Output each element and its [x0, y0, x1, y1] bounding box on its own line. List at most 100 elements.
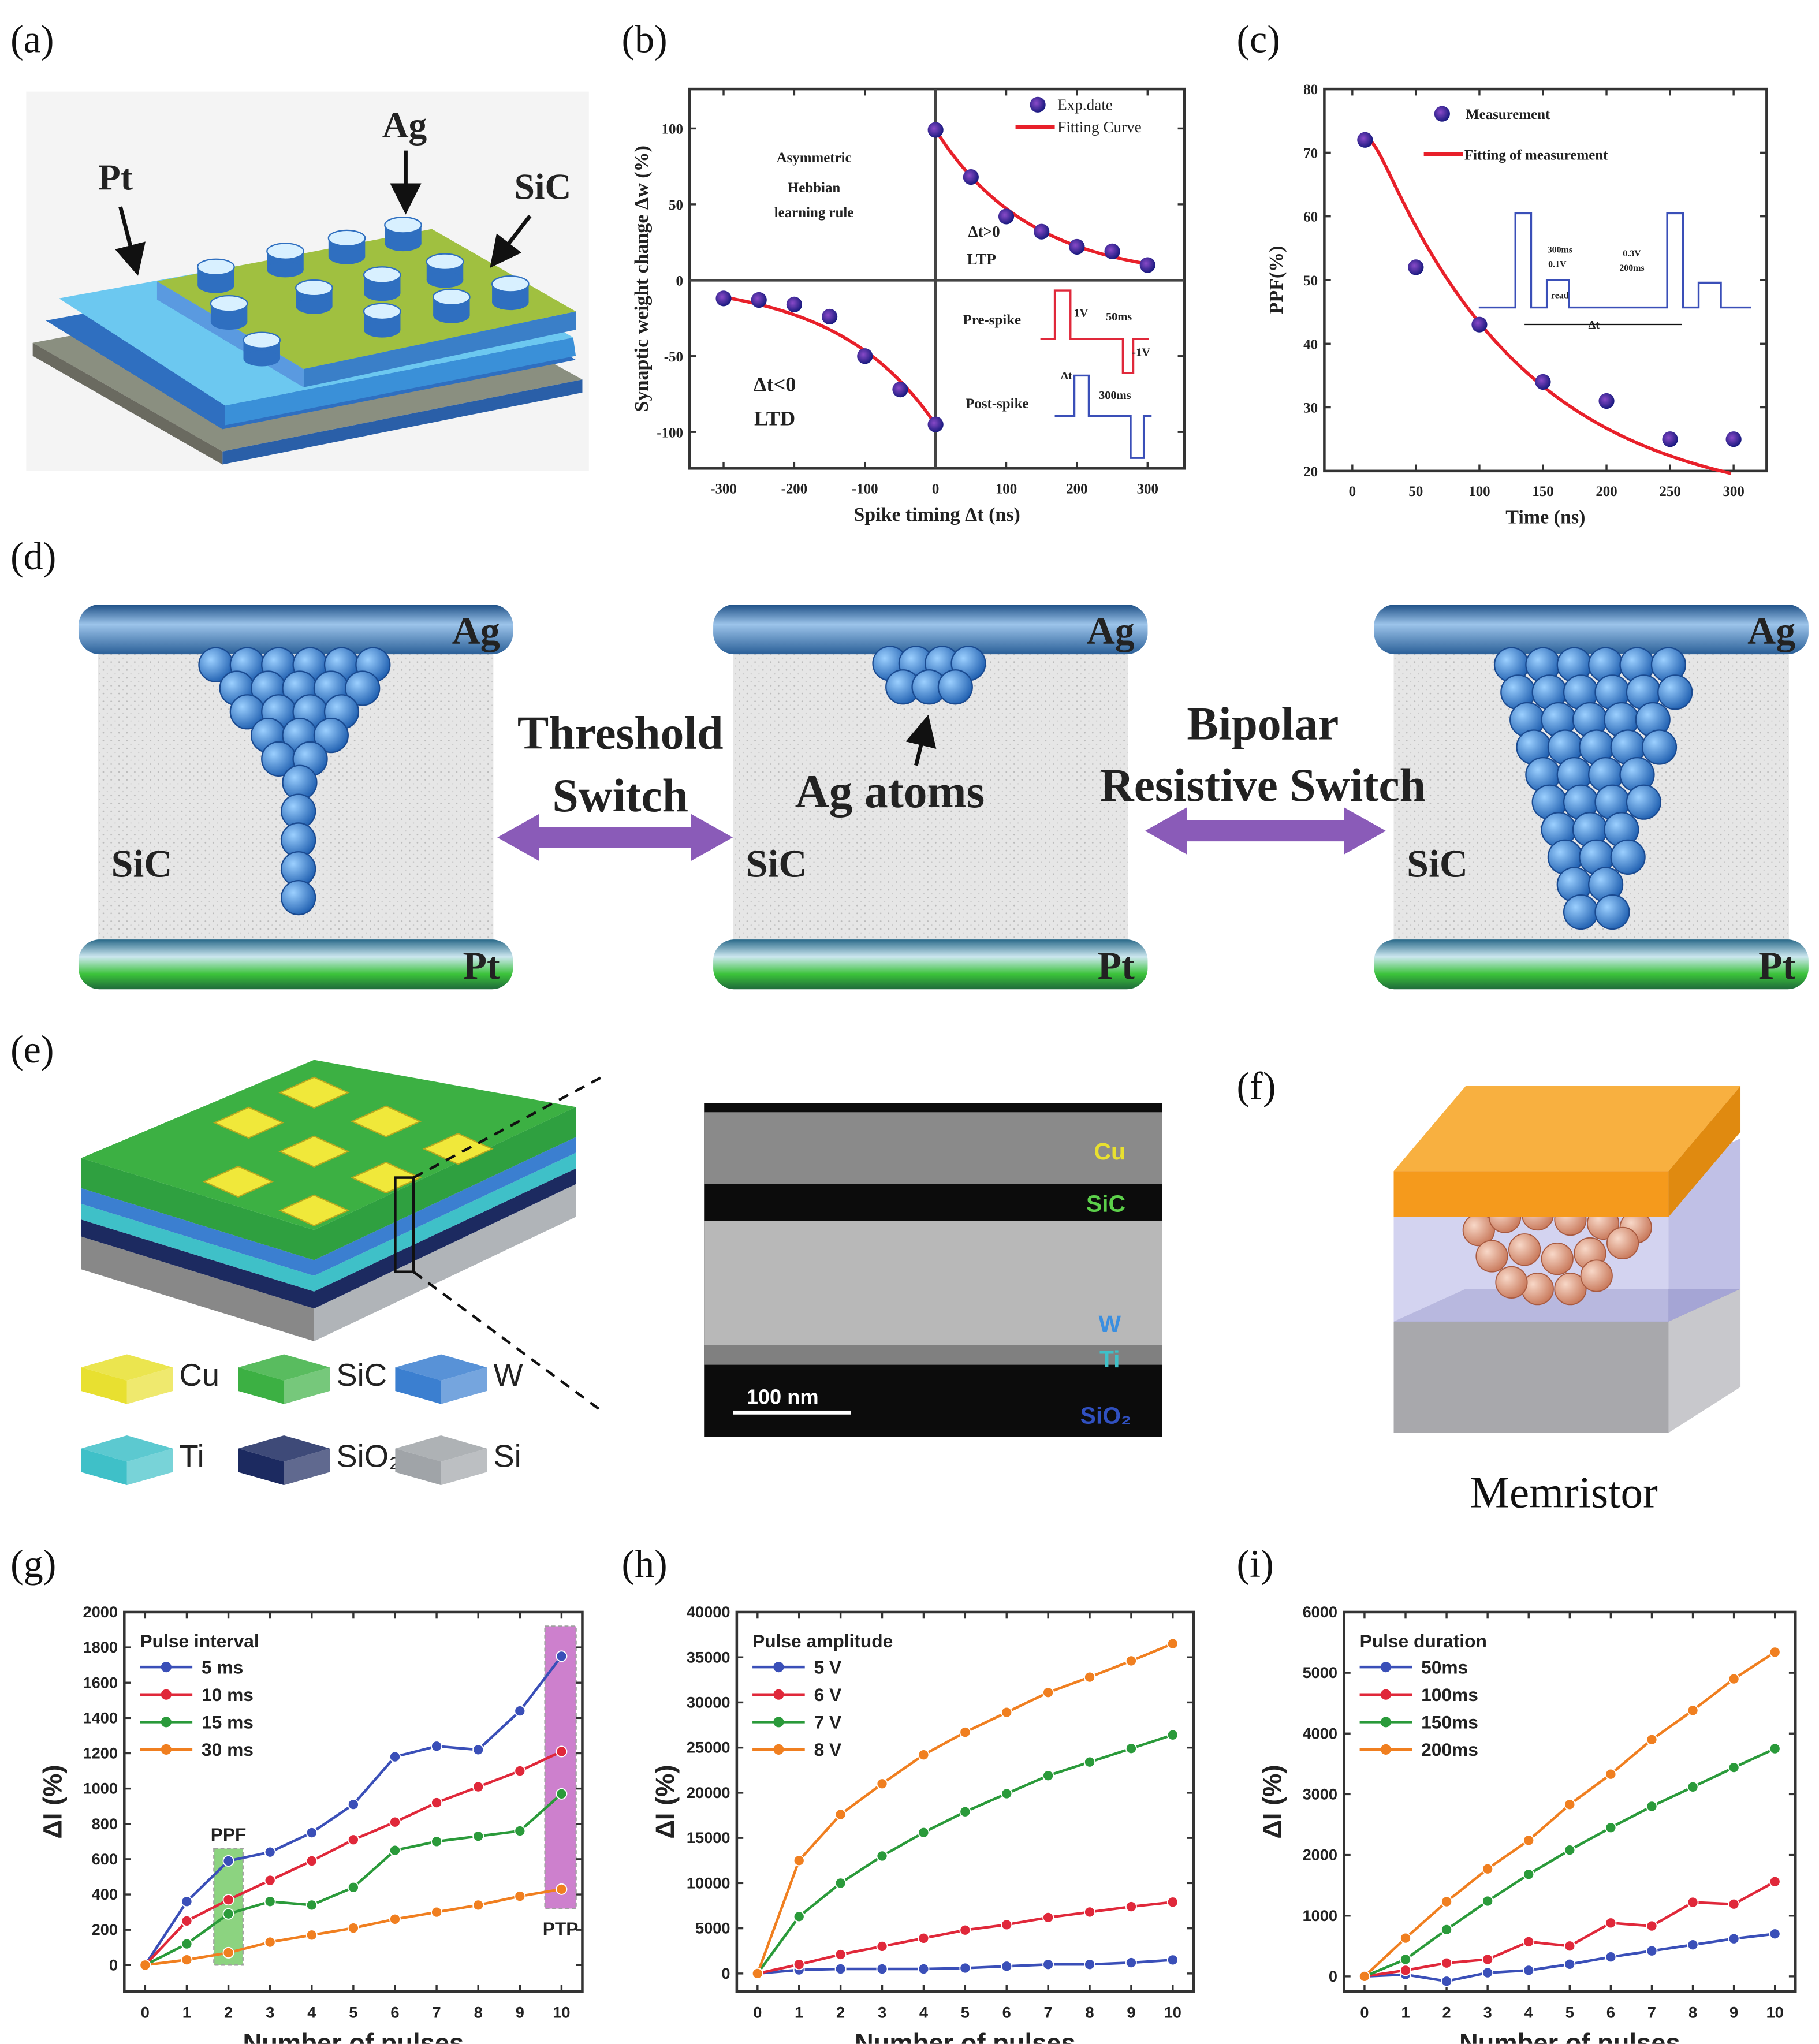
data-point	[959, 1806, 971, 1818]
legend-title: Pulse interval	[140, 1631, 259, 1651]
data-point	[998, 208, 1015, 225]
data-point	[892, 382, 908, 398]
annotation-dt: Δt	[1061, 370, 1072, 382]
data-point	[1662, 431, 1678, 447]
x-tick-label: 9	[1729, 2003, 1738, 2021]
legend-marker	[1380, 1744, 1391, 1755]
tem-label-ti: Ti	[1099, 1346, 1120, 1372]
ag-electrode	[210, 314, 248, 330]
y-tick-label: 80	[1303, 82, 1318, 98]
data-point	[389, 1751, 401, 1763]
device-stack-e: Cu SiC W Ti SiO₂ Si Cu SiC W Ti SiO₂ 100 nm	[81, 1060, 1162, 1486]
ag-atom	[345, 670, 381, 706]
x-tick-label: 10	[1164, 2003, 1181, 2021]
data-point	[1605, 1917, 1617, 1929]
data-point	[1605, 1822, 1617, 1834]
legend-label-si: Si	[493, 1438, 521, 1474]
legend-label-cu: Cu	[179, 1357, 219, 1393]
data-point	[389, 1844, 401, 1856]
ag-electrode	[426, 253, 464, 270]
zoom-line	[412, 1270, 606, 1415]
cu-pad	[213, 1106, 285, 1139]
ag-electrode	[328, 248, 366, 264]
legend-label: 8 V	[814, 1739, 842, 1760]
data-point	[1523, 1868, 1535, 1881]
data-point	[1069, 238, 1085, 255]
y-tick-label: 5000	[695, 1919, 730, 1937]
pt-electrode-label: Pt	[463, 943, 501, 987]
data-point	[793, 1855, 805, 1867]
data-point	[1769, 1928, 1781, 1940]
data-point	[1564, 1940, 1576, 1952]
memristor-caption: Memristor	[1470, 1468, 1657, 1517]
legend-swatch	[395, 1367, 441, 1404]
y-tick-label: 2000	[1303, 1846, 1337, 1864]
data-point	[751, 1967, 763, 1979]
data-point	[1769, 1646, 1781, 1658]
data-point	[1042, 1770, 1054, 1782]
y-tick-label: 1800	[83, 1638, 117, 1656]
x-tick-label: 3	[1483, 2003, 1492, 2021]
pulse-waveform	[1478, 212, 1751, 309]
annotation-0.3v: 0.3V	[1623, 249, 1641, 259]
pt-electrode-label: Pt	[1098, 943, 1135, 987]
ag-atom	[313, 718, 349, 754]
y-tick-label: 50	[669, 197, 683, 213]
ag-electrode	[385, 235, 422, 252]
data-point	[1646, 1800, 1658, 1812]
x-tick-label: 7	[1044, 2003, 1053, 2021]
legend-label: 10 ms	[202, 1684, 254, 1705]
ag-atom	[1641, 729, 1678, 765]
double-arrow-icon	[497, 814, 733, 861]
panel-label-c: (c)	[1237, 17, 1280, 61]
y-tick-label: -50	[664, 349, 683, 365]
data-point	[431, 1797, 443, 1809]
data-point	[264, 1874, 276, 1886]
highlight-label-ptp: PTP	[543, 1918, 579, 1939]
legend-title: Pulse duration	[1360, 1631, 1487, 1651]
annotation-rule: Hebbian	[788, 180, 841, 196]
ag-electrode	[363, 266, 401, 284]
y-tick-label: 800	[92, 1815, 118, 1833]
data-point	[1769, 1743, 1781, 1755]
x-tick-label: 250	[1659, 484, 1680, 499]
ag-electrode	[327, 229, 366, 247]
data-point	[1471, 316, 1488, 333]
legend-swatch	[284, 1448, 330, 1486]
data-point	[876, 1778, 888, 1790]
data-point	[1166, 1954, 1179, 1966]
y-tick-label: 1200	[83, 1744, 117, 1762]
x-tick-label: 6	[390, 2003, 399, 2021]
data-point	[1687, 1939, 1699, 1951]
double-arrow-icon	[1145, 807, 1386, 855]
y-tick-label: 25000	[687, 1739, 730, 1756]
data-point	[556, 1745, 568, 1758]
x-tick-label: 0	[141, 2003, 150, 2021]
x-tick-label: 50	[1408, 484, 1423, 499]
y-tick-label: 10000	[687, 1874, 730, 1892]
y-axis-label: ΔI (%)	[650, 1765, 680, 1838]
ag-electrode	[384, 217, 422, 234]
legend-label: 5 V	[814, 1657, 842, 1677]
ag-electrode	[364, 285, 401, 301]
legend-label: 15 ms	[202, 1712, 254, 1733]
annotation-0.1v: 0.1V	[1548, 259, 1567, 269]
data-point	[1166, 1638, 1179, 1650]
data-point	[514, 1705, 526, 1717]
cu-pad	[278, 1194, 350, 1226]
legend-swatch	[238, 1448, 284, 1486]
data-point	[1357, 132, 1373, 148]
ag-atoms-label: Ag atoms	[795, 765, 985, 818]
data-point	[1084, 1906, 1095, 1918]
data-point	[1166, 1896, 1179, 1908]
data-point	[715, 290, 732, 307]
y-tick-label: 400	[92, 1885, 118, 1903]
x-tick-label: 0	[1349, 484, 1356, 499]
pt-electrode-label: Pt	[1758, 943, 1796, 987]
x-tick-label: 1	[795, 2003, 803, 2021]
ag-electrode	[243, 331, 281, 349]
y-tick-label: 600	[92, 1850, 118, 1868]
post-spike-waveform	[1054, 374, 1152, 459]
data-point	[1523, 1935, 1535, 1948]
